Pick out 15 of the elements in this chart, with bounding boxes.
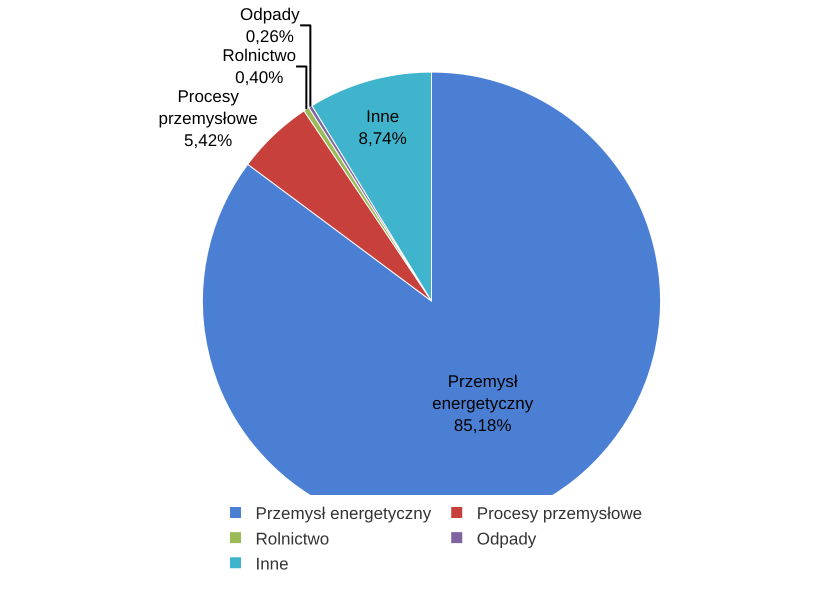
data-label: 0,40% — [235, 68, 284, 87]
slice-label: Procesy przemysłowe — [158, 86, 258, 128]
legend-label: Inne — [256, 554, 289, 574]
data-label: 0,26% — [246, 26, 294, 46]
data-label: 85,18% — [454, 416, 512, 435]
legend-label: Rolnictwo — [256, 529, 330, 548]
legend-label: Procesy przemysłowe — [476, 504, 642, 524]
slice-label: Inne — [366, 107, 400, 126]
data-label: 5,42% — [184, 131, 232, 150]
slice-label: Odpady — [240, 4, 300, 24]
legend-label: Odpady — [476, 529, 537, 548]
slice-label: Rolnictwo — [222, 46, 296, 65]
data-label: 8,74% — [358, 129, 407, 148]
legend-label: Przemysł energetyczny — [256, 504, 432, 524]
slice-label: Przemysł energetyczny — [432, 372, 534, 413]
